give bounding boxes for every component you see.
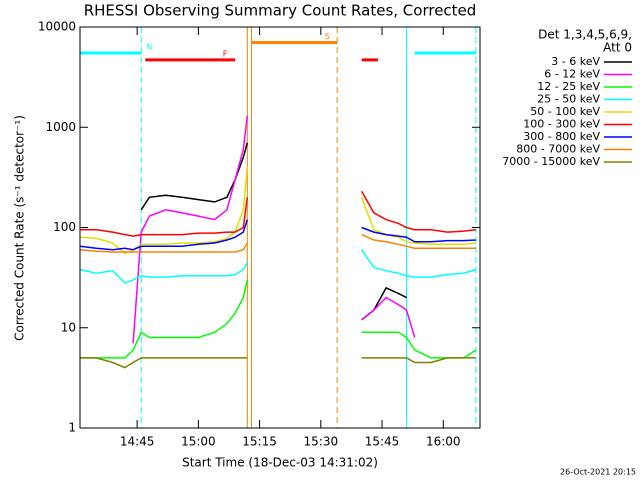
series-line	[80, 357, 476, 369]
legend-label: 6 - 12 keV	[544, 68, 600, 81]
x-tick-label: 15:30	[304, 435, 339, 449]
series-line	[132, 115, 416, 344]
legend-label: 100 - 300 keV	[523, 118, 600, 131]
legend-label: 25 - 50 keV	[537, 93, 600, 106]
x-tick-label: 16:00	[426, 435, 461, 449]
legend-label: 300 - 800 keV	[523, 130, 600, 143]
legend-title: Att 0	[603, 41, 632, 55]
x-tick-label: 15:15	[242, 435, 277, 449]
flag-label: N	[146, 43, 152, 52]
series-line	[79, 233, 476, 253]
legend-label: 12 - 25 keV	[537, 80, 600, 93]
series-line	[79, 249, 477, 284]
flag-label: S	[325, 32, 330, 41]
series-line	[79, 219, 476, 251]
y-tick-label: 100	[53, 220, 76, 234]
chart-title: RHESSI Observing Summary Count Rates, Co…	[84, 2, 477, 20]
series-line	[80, 190, 476, 237]
legend-label: 800 - 7000 keV	[516, 143, 600, 156]
series-line	[79, 167, 476, 255]
y-tick-label: 10000	[38, 20, 76, 34]
legend-label: 3 - 6 keV	[551, 55, 600, 68]
legend-title: Det 1,3,4,5,6,9,	[538, 28, 632, 42]
y-tick-label: 1	[68, 421, 76, 435]
y-tick-label: 10	[61, 320, 76, 334]
legend-label: 50 - 100 keV	[530, 105, 600, 118]
x-axis-label: Start Time (18-Dec-03 14:31:02)	[182, 456, 378, 470]
x-tick-label: 15:00	[181, 435, 216, 449]
y-axis-label: Corrected Count Rate (s⁻¹ detector⁻¹)	[13, 115, 27, 341]
x-tick-label: 14:45	[120, 435, 155, 449]
x-tick-label: 15:45	[365, 435, 400, 449]
flag-label: F	[223, 49, 228, 58]
legend-label: 7000 - 15000 keV	[502, 155, 600, 168]
footer: 26-Oct-2021 20:15	[560, 468, 636, 477]
y-tick-label: 1000	[45, 120, 76, 134]
